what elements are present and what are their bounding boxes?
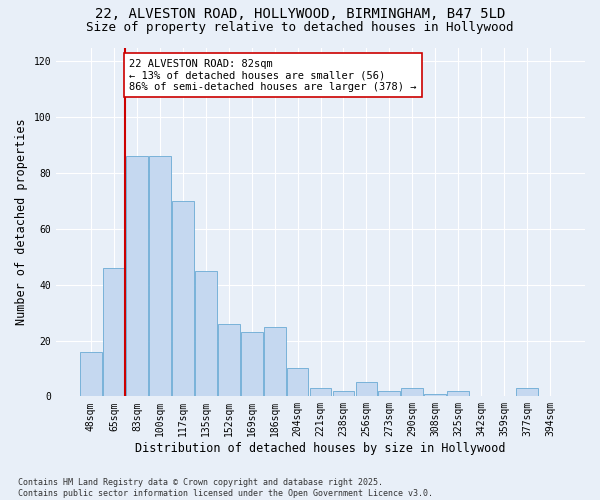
Bar — [356, 382, 377, 396]
Bar — [195, 271, 217, 396]
Bar — [103, 268, 125, 396]
Text: Size of property relative to detached houses in Hollywood: Size of property relative to detached ho… — [86, 21, 514, 34]
Text: 22 ALVESTON ROAD: 82sqm
← 13% of detached houses are smaller (56)
86% of semi-de: 22 ALVESTON ROAD: 82sqm ← 13% of detache… — [129, 58, 416, 92]
Bar — [172, 201, 194, 396]
Bar — [332, 391, 355, 396]
Bar — [264, 326, 286, 396]
Bar — [80, 352, 102, 397]
Bar — [126, 156, 148, 396]
Bar — [310, 388, 331, 396]
Text: Contains HM Land Registry data © Crown copyright and database right 2025.
Contai: Contains HM Land Registry data © Crown c… — [18, 478, 433, 498]
Bar — [218, 324, 239, 396]
Bar — [241, 332, 263, 396]
Text: 22, ALVESTON ROAD, HOLLYWOOD, BIRMINGHAM, B47 5LD: 22, ALVESTON ROAD, HOLLYWOOD, BIRMINGHAM… — [95, 8, 505, 22]
Bar — [424, 394, 446, 396]
X-axis label: Distribution of detached houses by size in Hollywood: Distribution of detached houses by size … — [135, 442, 506, 455]
Bar — [379, 391, 400, 396]
Bar — [401, 388, 423, 396]
Bar — [448, 391, 469, 396]
Bar — [516, 388, 538, 396]
Bar — [149, 156, 171, 396]
Bar — [287, 368, 308, 396]
Y-axis label: Number of detached properties: Number of detached properties — [15, 118, 28, 325]
